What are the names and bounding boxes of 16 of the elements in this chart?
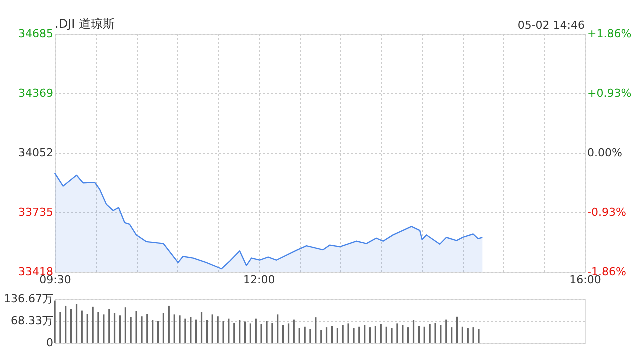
y2-tick-label: 0.00% (588, 146, 622, 160)
x-tick-label: 16:00 (570, 274, 602, 286)
x-tick-label: 12:00 (243, 274, 276, 286)
y-tick-label: 0 (46, 336, 54, 350)
y-tick-label: 34369 (18, 86, 54, 100)
y-tick-label: 34685 (18, 28, 54, 40)
y-tick-label: 33735 (18, 206, 54, 219)
chart-title: .DJI 道琼斯 (55, 17, 115, 31)
text: 05-02 14:46 (518, 19, 585, 32)
y2-tick-label: -0.93% (588, 206, 626, 219)
x-tick-label: 09:30 (40, 274, 72, 286)
y-tick-label: 68.33万 (11, 314, 54, 328)
y-tick-label: 34052 (18, 146, 54, 160)
y2-tick-label: +0.93% (588, 87, 632, 100)
y-tick-label: 136.67万 (4, 292, 54, 306)
y2-tick-label: +1.86% (588, 28, 632, 40)
